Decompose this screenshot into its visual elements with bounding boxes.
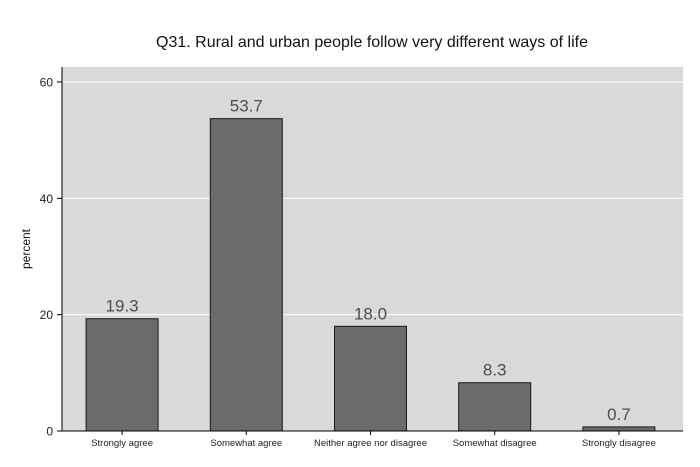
x-tick-label: Strongly disagree bbox=[582, 438, 656, 449]
bar bbox=[209, 118, 283, 432]
y-tick-label: 40 bbox=[40, 192, 54, 206]
x-tick-label: Somewhat agree bbox=[210, 438, 282, 449]
bar bbox=[582, 426, 656, 432]
bar-value-label: 0.7 bbox=[607, 405, 631, 424]
bar-value-label: 19.3 bbox=[106, 297, 139, 316]
bar bbox=[458, 382, 532, 432]
plot-area: 0 20 40 60 19.3 Strongly agree 53.7 Somewhat ag… bbox=[40, 67, 683, 449]
bar bbox=[334, 325, 407, 432]
x-tick-label: Strongly agree bbox=[91, 438, 153, 449]
y-tick-label: 0 bbox=[46, 425, 53, 439]
x-tick-label: Neither agree nor disagree bbox=[314, 438, 427, 449]
y-tick-label: 60 bbox=[40, 76, 54, 90]
bar-value-label: 18.0 bbox=[354, 304, 387, 323]
x-tick-label: Somewhat disagree bbox=[453, 438, 537, 449]
y-axis-label: percent bbox=[19, 228, 33, 269]
bar-value-label: 8.3 bbox=[483, 361, 507, 380]
bar bbox=[85, 318, 159, 432]
chart-title: Q31. Rural and urban people follow very … bbox=[156, 34, 588, 51]
y-tick-label: 20 bbox=[40, 308, 54, 322]
bar-value-label: 53.7 bbox=[230, 97, 263, 116]
